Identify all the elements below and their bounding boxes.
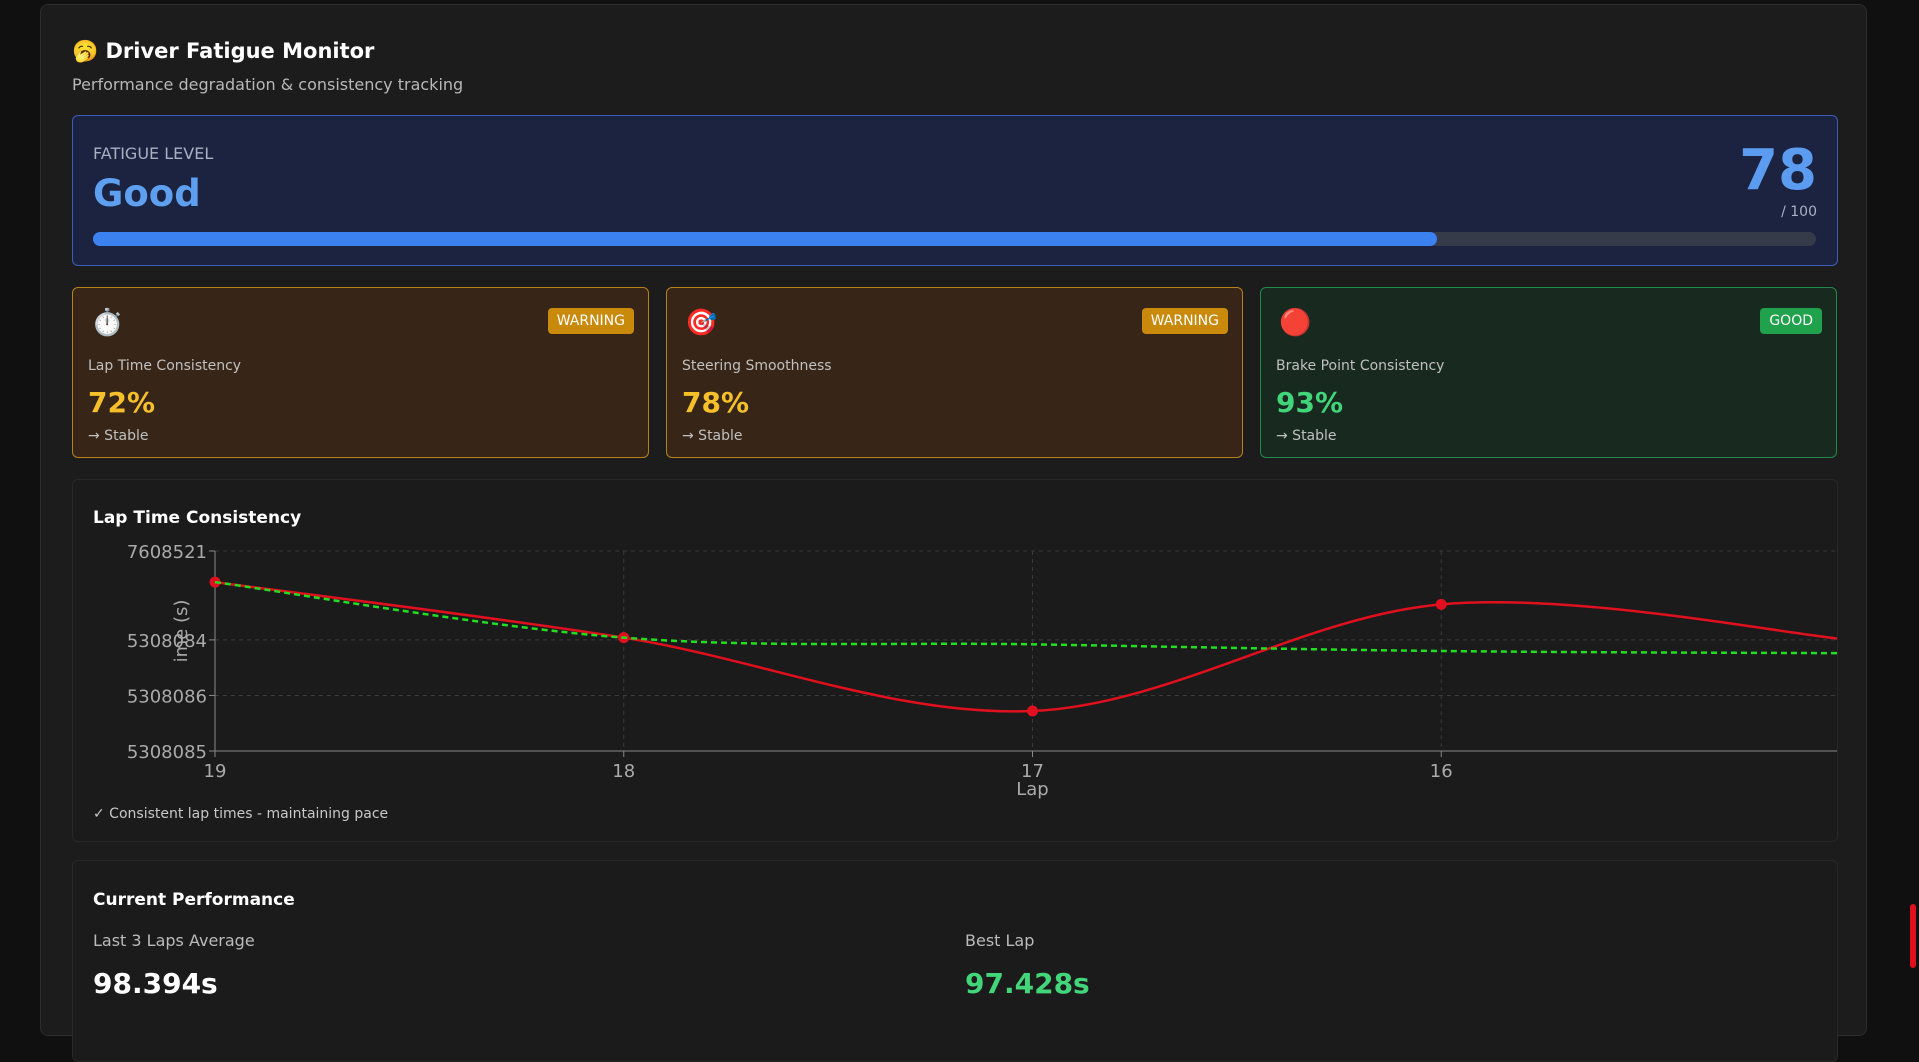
metric-trend: → Stable — [88, 428, 149, 444]
fatigue-status: Good — [93, 172, 201, 215]
body: 🥱 Driver Fatigue Monitor Performance deg… — [40, 4, 1916, 1062]
x-tick-label: 18 — [612, 761, 635, 782]
x-tick-label: 16 — [1430, 761, 1453, 782]
progress-fill — [93, 232, 1437, 246]
metric-icon: ⏱️ — [91, 308, 124, 338]
y-tick-label: 5308084 — [127, 631, 207, 652]
x-tick-label: 17 — [1021, 761, 1044, 782]
y-axis-title: ime (s) — [171, 600, 192, 663]
title-icon: 🥱 — [72, 39, 99, 63]
fatigue-label: FATIGUE LEVEL — [93, 144, 214, 163]
chart-title: Lap Time Consistency — [93, 508, 302, 528]
fatigue-score: 78 — [1739, 138, 1817, 203]
monitor-panel: 🥱 Driver Fatigue Monitor Performance deg… — [40, 4, 1867, 1062]
metric-icon: 🎯 — [685, 308, 718, 338]
fatigue-max: / 100 — [1781, 204, 1817, 220]
metric-badge: WARNING — [547, 308, 634, 334]
title: 🥱 Driver Fatigue Monitor — [72, 39, 374, 64]
metric-label: Brake Point Consistency — [1276, 358, 1445, 374]
progress-track — [93, 232, 1816, 246]
subtitle: Performance degradation & consistency tr… — [72, 75, 464, 94]
metric-badge: GOOD — [1760, 308, 1822, 334]
metric-label: Steering Smoothness — [682, 358, 832, 374]
metric-value: 72% — [88, 386, 156, 419]
x-axis-title: Lap — [1016, 779, 1048, 800]
performance-card: Current Performance Last 3 Laps Average … — [72, 860, 1838, 1062]
data-point — [1435, 598, 1447, 610]
performance-title: Current Performance — [93, 890, 295, 910]
data-point — [209, 576, 221, 588]
y-tick-label: 5308086 — [127, 686, 207, 707]
metric-trend: → Stable — [1276, 428, 1337, 444]
fatigue-card: FATIGUE LEVEL Good 78 / 100 — [72, 115, 1838, 266]
y-tick-label: 5308085 — [127, 742, 207, 763]
metric-value: 78% — [682, 386, 750, 419]
metric-badge: WARNING — [1141, 308, 1228, 334]
series-line — [214, 580, 1837, 713]
metric-card: ⏱️ WARNING Lap Time Consistency 72% → St… — [72, 287, 649, 458]
chart: 53080855308086530808476085211918171615La… — [127, 542, 1837, 800]
x-tick-label: 19 — [204, 761, 227, 782]
metric-label: Lap Time Consistency — [88, 358, 242, 374]
perf-label: Last 3 Laps Average — [93, 931, 255, 950]
y-tick-label: 7608521 — [127, 542, 207, 563]
perf-value: 97.428s — [965, 967, 1090, 1000]
metric-card: 🎯 WARNING Steering Smoothness 78% → Stab… — [666, 287, 1243, 458]
page: {"header":{"icon":"🥱","title":"Driver Fa… — [40, 4, 1916, 1062]
title-text: Driver Fatigue Monitor — [105, 39, 375, 63]
series-line — [214, 580, 1837, 655]
perf-value: 98.394s — [93, 967, 218, 1000]
chart-note: ✓ Consistent lap times - maintaining pac… — [93, 806, 389, 822]
scrollbar-thumb[interactable] — [1910, 904, 1916, 968]
data-point — [1027, 705, 1038, 717]
chart-card: Lap Time Consistency 5308085 5308086 53080… — [72, 479, 1838, 842]
perf-label: Best Lap — [965, 931, 1035, 950]
metric-card: 🔴 GOOD Brake Point Consistency 93% → Sta… — [1260, 287, 1837, 458]
metric-value: 93% — [1276, 386, 1344, 419]
metric-icon: 🔴 — [1279, 308, 1312, 338]
metric-trend: → Stable — [682, 428, 743, 444]
